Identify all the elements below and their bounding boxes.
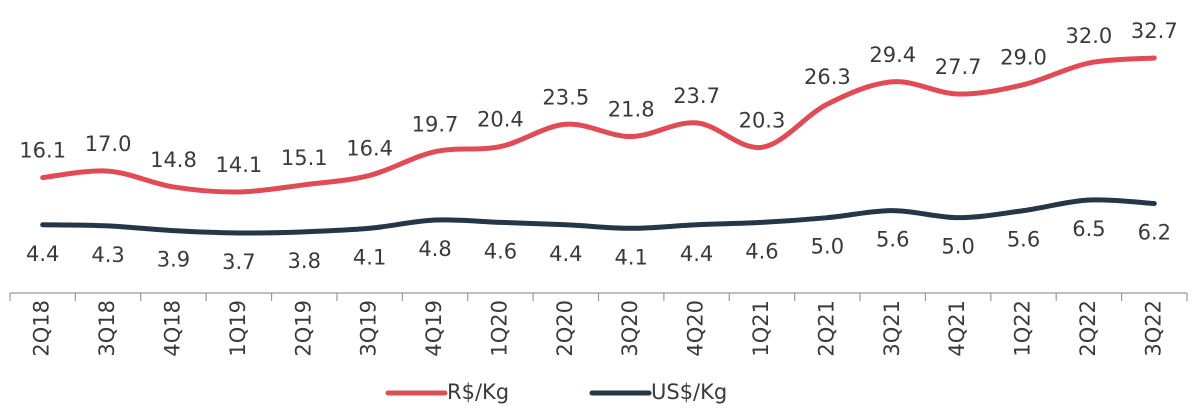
- data-label: 5.0: [941, 235, 974, 259]
- x-tick-label: 3Q21: [880, 300, 904, 357]
- data-label: 4.4: [26, 242, 59, 266]
- x-tick-label: 4Q19: [422, 300, 446, 357]
- x-tick-label: 1Q21: [749, 300, 773, 357]
- x-tick-label: 2Q21: [814, 300, 838, 357]
- x-tick-label: 4Q20: [684, 300, 708, 357]
- data-label: 4.1: [353, 245, 386, 269]
- data-label: 32.0: [1066, 24, 1113, 48]
- data-label: 23.5: [542, 85, 589, 109]
- x-tick-label: 3Q19: [357, 300, 381, 357]
- data-label: 4.8: [418, 237, 451, 261]
- data-label: 6.5: [1072, 217, 1105, 241]
- series-line: [40, 197, 1157, 236]
- data-label: 3.9: [157, 248, 190, 272]
- x-tick-label: 2Q19: [291, 300, 315, 357]
- data-label: 4.4: [680, 242, 713, 266]
- data-label: 15.1: [281, 146, 328, 170]
- x-tick-label: 1Q20: [487, 300, 511, 357]
- data-label: 4.6: [745, 239, 778, 263]
- data-label: 19.7: [412, 113, 459, 137]
- data-label: 4.1: [614, 245, 647, 269]
- data-label: 29.4: [869, 43, 916, 67]
- data-label: 17.0: [85, 132, 132, 156]
- data-label: 4.3: [91, 243, 124, 267]
- data-label: 5.6: [876, 228, 909, 252]
- data-label: 26.3: [804, 65, 851, 89]
- data-label: 3.7: [222, 250, 255, 274]
- data-label: 29.0: [1000, 46, 1047, 70]
- x-tick-label: 4Q21: [945, 300, 969, 357]
- data-label: 4.6: [484, 239, 517, 263]
- x-tick-label: 2Q18: [30, 300, 54, 357]
- legend-label: US$/Kg: [651, 380, 727, 404]
- series-line: [40, 55, 1157, 195]
- x-tick-label: 3Q18: [95, 300, 119, 357]
- data-label: 20.3: [739, 108, 786, 132]
- data-label: 20.4: [477, 108, 524, 132]
- data-label: 27.7: [935, 55, 982, 79]
- x-tick-label: 1Q22: [1011, 300, 1035, 357]
- data-label: 16.4: [346, 136, 393, 160]
- data-label: 4.4: [549, 242, 582, 266]
- data-label: 23.7: [673, 84, 720, 108]
- x-tick-label: 2Q22: [1076, 300, 1100, 357]
- x-tick-label: 4Q18: [160, 300, 184, 357]
- x-tick-label: 2Q20: [553, 300, 577, 357]
- x-tick-label: 3Q20: [618, 300, 642, 357]
- data-label: 5.0: [811, 235, 844, 259]
- data-label: 5.6: [1007, 228, 1040, 252]
- data-label: 6.2: [1138, 221, 1171, 245]
- x-tick-label: 1Q19: [226, 300, 250, 357]
- data-label: 3.8: [288, 249, 321, 273]
- data-label: 14.1: [215, 153, 262, 177]
- data-label: 32.7: [1131, 19, 1178, 43]
- data-label: 16.1: [19, 139, 66, 163]
- legend-label: R$/Kg: [447, 380, 509, 404]
- data-label: 14.8: [150, 148, 197, 172]
- data-label: 21.8: [608, 98, 655, 122]
- x-tick-label: 3Q22: [1141, 300, 1165, 357]
